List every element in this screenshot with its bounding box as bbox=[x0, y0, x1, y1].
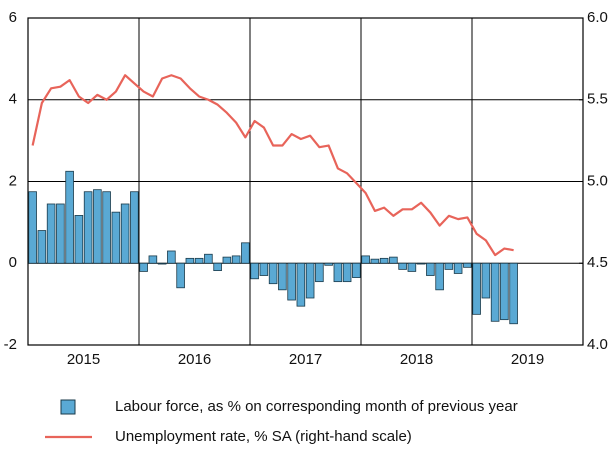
bar bbox=[324, 262, 333, 266]
bar bbox=[120, 203, 130, 264]
x-tick-label: 2017 bbox=[289, 351, 322, 368]
bar bbox=[416, 262, 426, 265]
y2-tick-label: 4.0 bbox=[587, 336, 608, 353]
plot-frame bbox=[27, 17, 584, 346]
bar bbox=[333, 262, 343, 283]
y-tick-label: 2 bbox=[9, 172, 17, 189]
bar bbox=[74, 215, 84, 264]
bar bbox=[352, 262, 361, 278]
bar bbox=[241, 242, 250, 264]
bar bbox=[315, 262, 324, 283]
bar bbox=[398, 262, 407, 270]
line bbox=[31, 74, 514, 257]
bar bbox=[490, 262, 500, 322]
bar bbox=[167, 250, 176, 264]
y-tick-label: 6 bbox=[9, 9, 17, 26]
bar bbox=[259, 262, 269, 276]
bar bbox=[83, 191, 93, 264]
bar bbox=[509, 262, 518, 325]
legend-label: Unemployment rate, % SA (right-hand scal… bbox=[115, 428, 412, 445]
bar bbox=[379, 257, 389, 264]
bar bbox=[407, 262, 417, 272]
bar bbox=[444, 262, 454, 270]
bar bbox=[481, 262, 491, 299]
bar bbox=[463, 262, 472, 268]
bar bbox=[194, 257, 204, 264]
y2-tick-label: 5.0 bbox=[587, 172, 608, 189]
bar bbox=[28, 191, 37, 264]
bar bbox=[102, 191, 111, 264]
bar bbox=[185, 257, 195, 264]
bar bbox=[268, 262, 278, 285]
bar bbox=[213, 262, 222, 272]
bar bbox=[296, 262, 306, 307]
bar bbox=[93, 189, 102, 264]
bar bbox=[453, 262, 463, 274]
y-tick-label: -2 bbox=[4, 336, 17, 353]
bar bbox=[65, 170, 74, 264]
bar bbox=[56, 203, 65, 264]
bar bbox=[426, 262, 435, 276]
bar bbox=[46, 203, 56, 264]
bar bbox=[111, 211, 121, 264]
bar bbox=[37, 230, 47, 264]
bar bbox=[370, 258, 380, 264]
bar bbox=[305, 262, 315, 299]
bar bbox=[472, 262, 481, 315]
bar bbox=[361, 255, 370, 264]
bar bbox=[342, 262, 352, 283]
bar bbox=[435, 262, 444, 291]
bar bbox=[278, 262, 287, 291]
bar bbox=[389, 256, 398, 264]
bar bbox=[176, 262, 185, 289]
bar bbox=[250, 262, 259, 280]
y2-tick-label: 4.5 bbox=[587, 254, 608, 271]
x-tick-label: 2015 bbox=[67, 351, 100, 368]
bar bbox=[222, 256, 232, 264]
bar bbox=[231, 255, 241, 264]
y-tick-label: 4 bbox=[9, 91, 17, 108]
x-tick-label: 2019 bbox=[511, 351, 544, 368]
bar bbox=[148, 255, 158, 264]
y2-tick-label: 6.0 bbox=[587, 9, 608, 26]
legend-label: Labour force, as % on corresponding mont… bbox=[115, 398, 518, 415]
bar bbox=[287, 262, 296, 301]
bar bbox=[130, 191, 139, 264]
legend-swatch bbox=[60, 399, 76, 415]
x-tick-label: 2018 bbox=[400, 351, 433, 368]
x-tick-label: 2016 bbox=[178, 351, 211, 368]
y2-tick-label: 5.5 bbox=[587, 91, 608, 108]
bar bbox=[139, 262, 148, 272]
bar bbox=[157, 262, 167, 265]
bar bbox=[500, 262, 509, 321]
y-tick-label: 0 bbox=[9, 254, 17, 271]
bar bbox=[204, 253, 213, 264]
